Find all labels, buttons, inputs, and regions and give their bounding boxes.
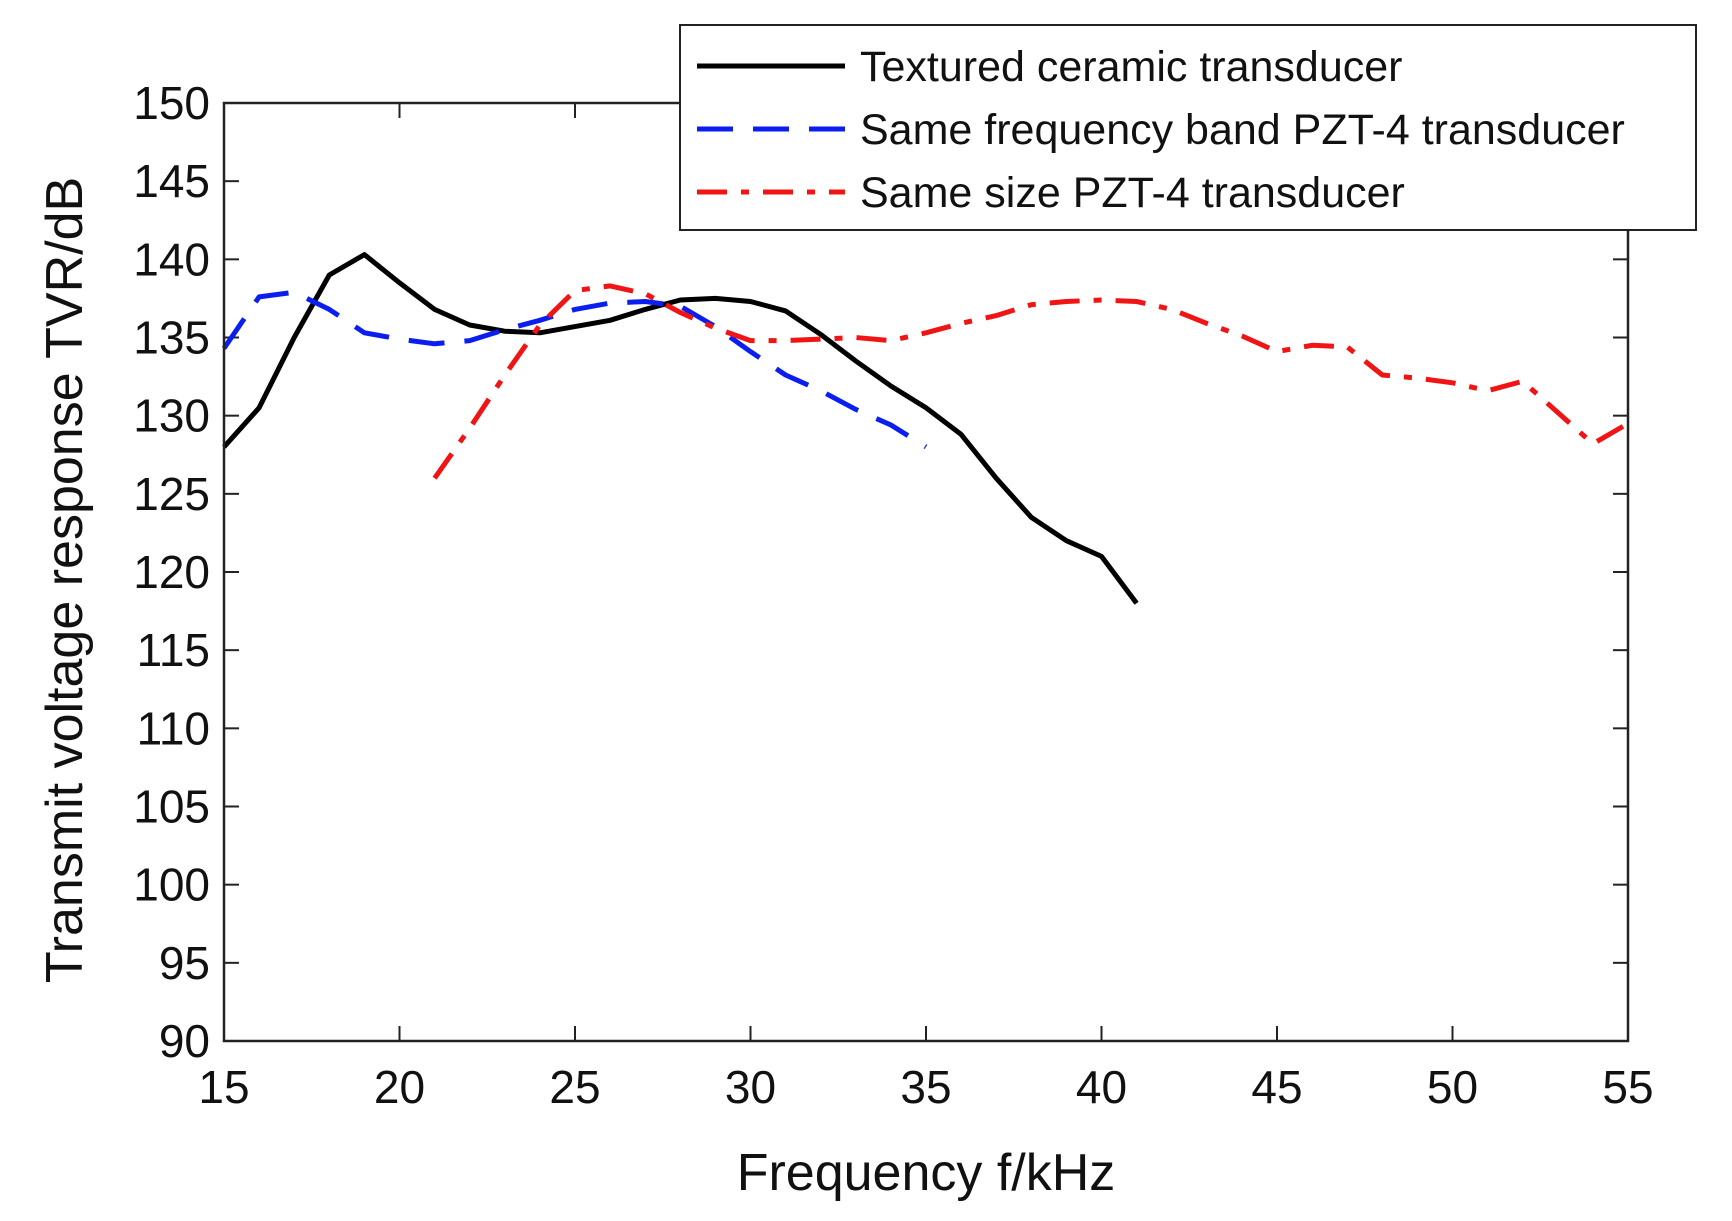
y-tick-label: 100 [133,859,210,911]
x-tick-label: 35 [900,1061,951,1113]
y-tick-label: 135 [133,312,210,364]
y-tick-label: 140 [133,233,210,285]
x-tick-label: 25 [549,1061,600,1113]
legend: Textured ceramic transducer Same frequen… [679,24,1697,231]
legend-label-pzt4-same-size: Same size PZT-4 transducer [860,169,1405,217]
y-axis-title: Transmit voltage response TVR/dB [36,177,94,983]
x-axis-title: Frequency f/kHz [737,1144,1116,1202]
x-tick-label: 55 [1602,1061,1653,1113]
x-tick-label: 50 [1427,1061,1478,1113]
y-tick-label: 105 [133,781,210,833]
tick-labels: 15 20 25 30 35 40 45 50 55 90 95 100 105 110 115 120 125… [133,77,1653,1113]
legend-label-pzt4-same-band: Same frequency band PZT-4 transducer [860,106,1625,154]
x-tick-label: 45 [1251,1061,1302,1113]
y-tick-label: 110 [137,702,210,754]
y-tick-label: 130 [133,390,210,442]
legend-box [679,24,1697,231]
x-tick-label: 15 [198,1061,249,1113]
x-tick-label: 20 [374,1061,425,1113]
series-line-textured [222,252,1139,605]
series-line-pzt4-same-band [221,289,928,450]
y-tick-label: 90 [159,1015,210,1067]
series-line-pzt4-same-size [432,283,1630,480]
y-tick-label: 115 [137,624,210,676]
y-tick-label: 120 [133,546,210,598]
y-tick-label: 125 [133,468,210,520]
y-tick-label: 145 [133,155,210,207]
legend-label-textured: Textured ceramic transducer [860,43,1403,91]
y-tick-label: 95 [159,937,210,989]
y-tick-label: 150 [133,77,210,129]
x-tick-label: 40 [1076,1061,1127,1113]
series-lines [221,252,1630,605]
x-tick-label: 30 [725,1061,776,1113]
